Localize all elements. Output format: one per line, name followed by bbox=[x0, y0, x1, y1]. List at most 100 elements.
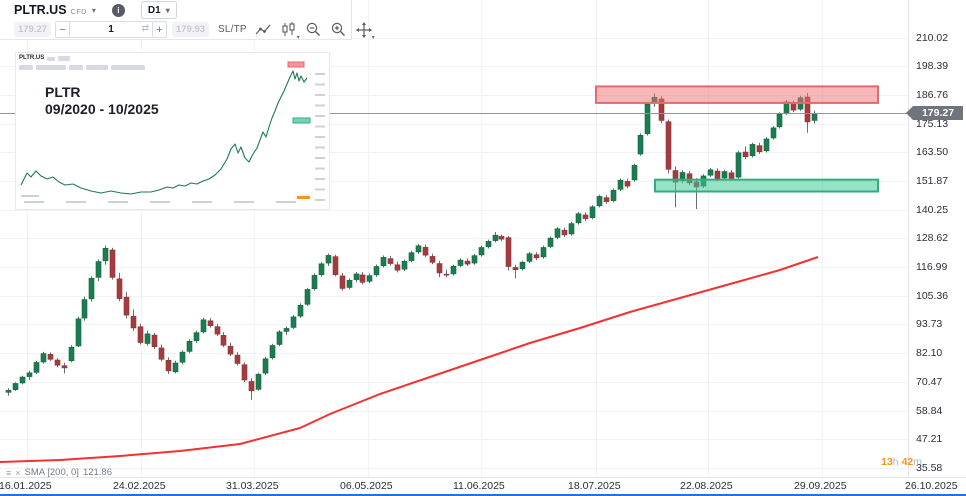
inset-mini-toolbar-row2 bbox=[19, 64, 145, 70]
candle-up bbox=[33, 362, 40, 373]
candle-down bbox=[790, 102, 797, 111]
candle-down bbox=[116, 278, 123, 299]
candle-up bbox=[346, 280, 353, 288]
instrument-type-label: CFD bbox=[70, 6, 87, 16]
current-price-tag: 179.27 bbox=[906, 106, 963, 120]
chevron-down-icon: ▾ bbox=[296, 34, 300, 41]
candle-down bbox=[728, 172, 735, 179]
candle-up bbox=[304, 289, 311, 305]
candle-up bbox=[380, 257, 387, 267]
price-axis-label: 140.25 bbox=[916, 203, 949, 216]
candle-down bbox=[227, 345, 234, 355]
timeframe-value: D1 bbox=[147, 4, 161, 16]
candle-down bbox=[137, 326, 144, 343]
trendline-tool-icon[interactable] bbox=[255, 22, 273, 38]
candle-down bbox=[394, 264, 401, 271]
chart-type-candles-icon[interactable]: ▾ bbox=[280, 22, 300, 41]
candle-down bbox=[165, 359, 172, 372]
candle-up bbox=[290, 316, 297, 328]
price-axis-label: 186.76 bbox=[916, 88, 949, 101]
candle-up bbox=[721, 171, 728, 179]
inset-date-tick bbox=[192, 201, 212, 203]
volume-input[interactable]: 1 ⇄ bbox=[70, 21, 152, 38]
sltp-button[interactable]: SL/TP bbox=[218, 24, 247, 35]
date-axis-label: 22.08.2025 bbox=[680, 480, 733, 492]
inset-support-mark bbox=[292, 117, 311, 124]
candle-up bbox=[776, 113, 783, 128]
candle-down bbox=[756, 145, 763, 153]
candle-down bbox=[207, 320, 214, 327]
candle-up bbox=[311, 275, 318, 290]
candle-up bbox=[408, 252, 415, 261]
candle-down bbox=[220, 335, 227, 346]
volume-decrease-button[interactable]: − bbox=[55, 21, 70, 38]
candle-up bbox=[40, 353, 47, 363]
candle-up bbox=[75, 318, 82, 347]
inset-title-range: 09/2020 - 10/2025 bbox=[45, 101, 159, 117]
price-axis-label: 58.84 bbox=[916, 404, 943, 417]
inset-resistance-mark bbox=[287, 61, 305, 68]
indicator-value: 121.86 bbox=[82, 467, 112, 478]
candle-up bbox=[450, 265, 457, 275]
candle-down bbox=[387, 258, 394, 264]
date-axis-label: 31.03.2025 bbox=[226, 480, 279, 492]
indicator-close-icon[interactable]: × bbox=[15, 467, 21, 478]
candle-up bbox=[95, 261, 102, 278]
timeframe-select[interactable]: D1 ▾ bbox=[140, 1, 177, 19]
candle-up bbox=[735, 152, 742, 178]
sell-price-button[interactable]: 179.27 bbox=[14, 22, 51, 37]
support-zone bbox=[654, 178, 879, 193]
inset-indicator-tick bbox=[21, 195, 39, 197]
candle-up bbox=[318, 263, 325, 275]
current-price-value: 179.27 bbox=[913, 106, 963, 120]
date-axis-label: 26.10.2025 bbox=[905, 480, 958, 492]
candle-countdown: 13h 42m bbox=[862, 456, 922, 468]
candle-up bbox=[262, 358, 269, 374]
candle-up bbox=[88, 278, 95, 300]
candle-up bbox=[596, 196, 603, 207]
chevron-down-icon[interactable]: ▾ bbox=[91, 5, 96, 15]
candle-up bbox=[644, 103, 651, 135]
candle-down bbox=[359, 274, 366, 283]
indicator-menu-icon[interactable]: ≡ bbox=[6, 467, 12, 478]
inset-axis-tick bbox=[315, 188, 325, 191]
volume-value: 1 bbox=[108, 24, 114, 35]
countdown-hours: 13 bbox=[881, 456, 893, 468]
candle-down bbox=[436, 263, 443, 274]
inset-axis-tick bbox=[315, 125, 325, 128]
zoom-out-icon[interactable] bbox=[305, 22, 323, 38]
candle-up bbox=[81, 299, 88, 319]
candle-up bbox=[186, 340, 193, 352]
zoom-in-icon[interactable] bbox=[330, 22, 348, 38]
candle-down bbox=[464, 260, 471, 265]
candle-up bbox=[297, 304, 304, 317]
inset-title-symbol: PLTR bbox=[45, 84, 81, 100]
candle-up bbox=[102, 247, 109, 262]
instrument-symbol[interactable]: PLTR.US bbox=[14, 3, 67, 17]
resistance-zone bbox=[595, 85, 879, 104]
info-icon[interactable]: i bbox=[111, 3, 125, 17]
candle-up bbox=[457, 259, 464, 266]
price-axis-label: 105.36 bbox=[916, 289, 949, 302]
pan-move-icon[interactable]: ▾ bbox=[355, 21, 375, 41]
candle-down bbox=[130, 316, 137, 329]
candle-down bbox=[533, 254, 540, 259]
candle-down bbox=[443, 273, 450, 276]
countdown-hours-unit: h bbox=[892, 456, 902, 468]
volume-increase-button[interactable]: + bbox=[152, 21, 167, 38]
countdown-minutes: 42 bbox=[901, 456, 914, 468]
candle-up bbox=[554, 228, 561, 238]
price-axis-label: 151.87 bbox=[916, 174, 949, 187]
date-axis-label: 11.06.2025 bbox=[453, 480, 505, 492]
candle-down bbox=[714, 170, 721, 180]
buy-price-button[interactable]: 179.93 bbox=[172, 22, 209, 37]
sync-icon[interactable]: ⇄ bbox=[141, 23, 149, 33]
candle-down bbox=[512, 267, 519, 271]
price-axis-label: 128.62 bbox=[916, 232, 949, 245]
candle-up bbox=[26, 372, 33, 377]
inset-mini-chart bbox=[20, 61, 325, 203]
inset-toolbar-chip bbox=[69, 64, 83, 70]
candle-up bbox=[631, 165, 638, 181]
candle-up bbox=[193, 332, 200, 342]
